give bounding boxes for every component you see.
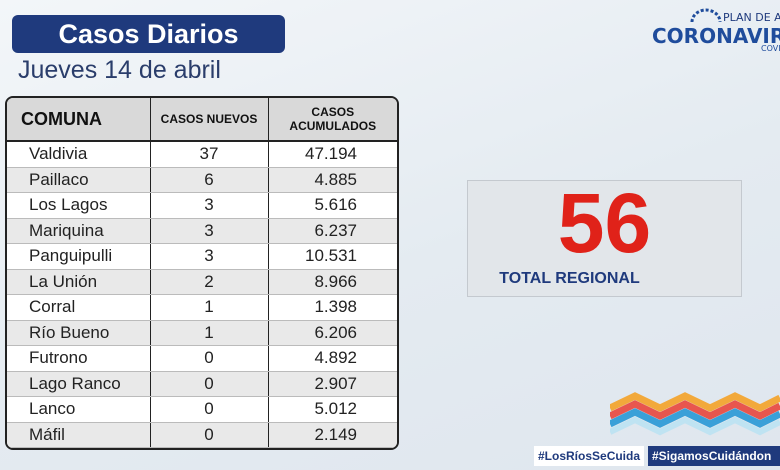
table-cell: 3	[149, 243, 268, 270]
table: COMUNA CASOS NUEVOS CASOS ACUMULADOS Valdi…	[5, 96, 399, 450]
table-row: Corral 1 1.398	[7, 294, 397, 321]
table-cell: 1	[149, 294, 268, 321]
column-header: CASOS ACUMULADOS	[267, 98, 397, 142]
table-cell: 2.149	[267, 422, 397, 448]
table-cell: 6	[149, 167, 268, 193]
table-cell: 5.616	[267, 192, 397, 219]
table-cell: 4.892	[267, 345, 397, 372]
table-cell: Río Bueno	[7, 320, 150, 346]
table-row: Lago Ranco 0 2.907	[7, 371, 397, 397]
table-row: Lanco 0 5.012	[7, 396, 397, 423]
header-row: COMUNA CASOS NUEVOS CASOS ACUMULADOS	[7, 98, 397, 142]
table-cell: 6.237	[267, 218, 397, 244]
table-cell: 3	[149, 192, 268, 219]
table-cell: 4.885	[267, 167, 397, 193]
table-cell: Paillaco	[7, 167, 150, 193]
table-cell: 0	[149, 396, 268, 423]
table-cell: 47.194	[267, 141, 397, 168]
column-header: COMUNA	[7, 98, 150, 142]
table-cell: Máfil	[7, 422, 150, 448]
hashtag: #SigamosCuidándon	[648, 446, 780, 466]
table-cell: 1	[149, 320, 268, 346]
table-row: Máfil 0 2.149	[7, 422, 397, 448]
table-row: Valdivia 37 47.194	[7, 141, 397, 168]
table-cell: 2	[149, 269, 268, 295]
logo-plan: PLAN DE ACC	[723, 11, 780, 24]
table-cell: La Unión	[7, 269, 150, 295]
table-cell: 2.907	[267, 371, 397, 397]
table-cell: Los Lagos	[7, 192, 150, 219]
table-cell: Lanco	[7, 396, 150, 423]
table-row: Río Bueno 1 6.206	[7, 320, 397, 346]
table-cell: 1.398	[267, 294, 397, 321]
table-grid: COMUNA CASOS NUEVOS CASOS ACUMULADOS Valdi…	[7, 98, 397, 448]
table-cell: 0	[149, 371, 268, 397]
table-cell: 0	[149, 422, 268, 448]
column-header: CASOS NUEVOS	[149, 98, 268, 142]
table-cell: 5.012	[267, 396, 397, 423]
table-cell: Panguipulli	[7, 243, 150, 270]
table-row: La Unión 2 8.966	[7, 269, 397, 295]
total-value: 56	[557, 176, 652, 270]
table-cell: 8.966	[267, 269, 397, 295]
logo-icon	[690, 8, 722, 23]
hashtag: #LosRíosSeCuida	[534, 446, 645, 466]
wave-decoration	[610, 392, 780, 436]
logo-sub: COVI	[761, 44, 780, 53]
table-cell: 3	[149, 218, 268, 244]
date: Jueves 14 de abril	[18, 56, 221, 84]
total-box: 56 TOTAL REGIONAL	[467, 176, 742, 297]
total-label: TOTAL REGIONAL	[499, 270, 640, 287]
table-row: Mariquina 3 6.237	[7, 218, 397, 244]
table-cell: 10.531	[267, 243, 397, 270]
table-cell: 6.206	[267, 320, 397, 346]
table-cell: 0	[149, 345, 268, 372]
table-row: Futrono 0 4.892	[7, 345, 397, 372]
title: Casos Diarios	[12, 15, 285, 53]
table-cell: Corral	[7, 294, 150, 321]
table-cell: 37	[149, 141, 268, 168]
table-row: Los Lagos 3 5.616	[7, 192, 397, 219]
table-row: Paillaco 6 4.885	[7, 167, 397, 193]
table-cell: Valdivia	[7, 141, 150, 168]
logo-name: CORONAVIRU	[652, 24, 780, 48]
table-cell: Futrono	[7, 345, 150, 372]
table-body: Valdivia 37 47.194 Paillaco 6 4.885 Los Lagos 3…	[7, 141, 397, 448]
table-row: Panguipulli 3 10.531	[7, 243, 397, 270]
table-cell: Lago Ranco	[7, 371, 150, 397]
table-cell: Mariquina	[7, 218, 150, 244]
